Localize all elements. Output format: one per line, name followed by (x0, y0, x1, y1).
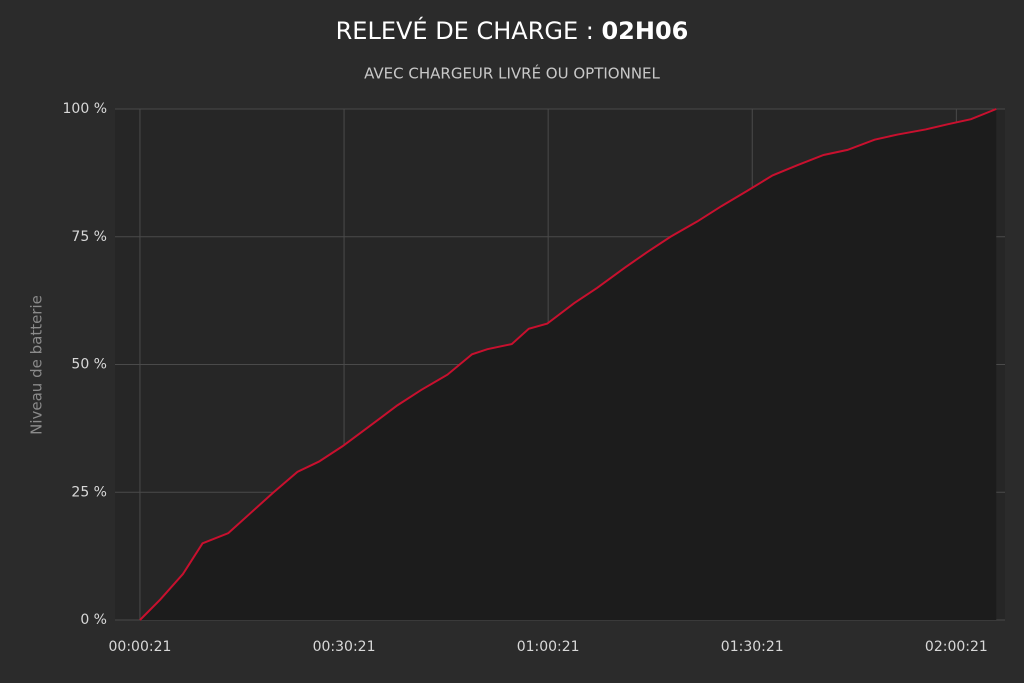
y-axis-label: Niveau de batterie (28, 295, 46, 435)
y-tick-label: 100 % (63, 101, 107, 117)
title-highlight: 02H06 (601, 17, 688, 45)
x-tick-label: 00:30:21 (313, 639, 376, 655)
y-tick-label: 75 % (71, 229, 107, 245)
y-tick-label: 0 % (80, 612, 107, 628)
y-tick-label: 50 % (71, 357, 107, 373)
chart-title: RELEVÉ DE CHARGE : 02H06 (336, 16, 689, 45)
title-text: RELEVÉ DE CHARGE : (336, 16, 594, 45)
chart-subtitle: AVEC CHARGEUR LIVRÉ OU OPTIONNEL (364, 64, 660, 83)
line (139, 108, 997, 621)
x-tick-label: 01:30:21 (721, 639, 784, 655)
area (139, 109, 997, 620)
x-tick-label: 01:00:21 (517, 639, 580, 655)
x-tick-label: 02:00:21 (925, 639, 988, 655)
x-tick-label: 00:00:21 (109, 639, 172, 655)
y-tick-label: 25 % (71, 484, 107, 500)
